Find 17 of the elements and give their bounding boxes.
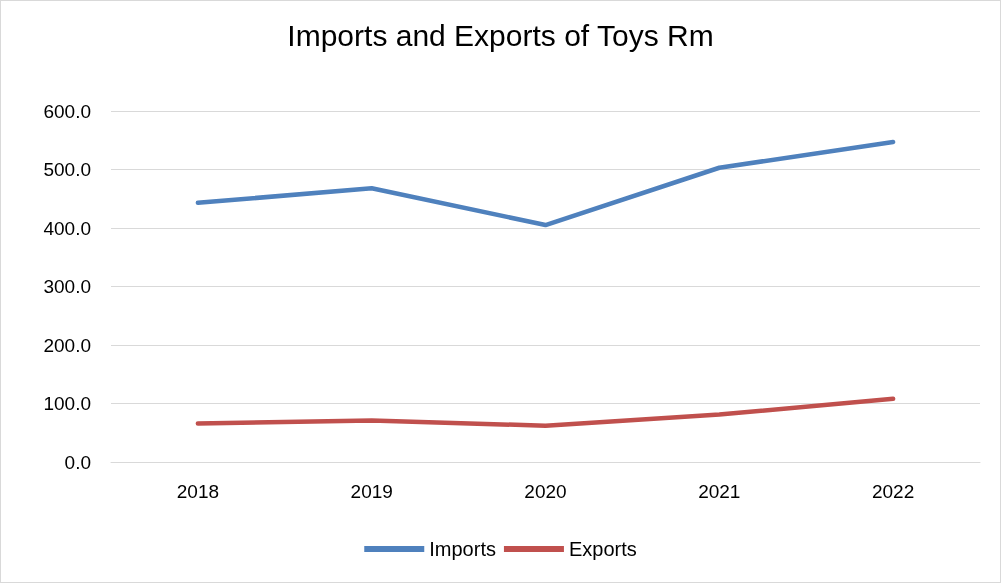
x-tick-label: 2021 (698, 481, 741, 502)
line-series (195, 396, 896, 428)
y-tick-label: 0.0 (64, 451, 91, 473)
chart-title: Imports and Exports of Toys Rm (287, 18, 714, 52)
y-tick-label: 500.0 (43, 159, 91, 180)
y-tick-label: 600.0 (43, 100, 91, 122)
legend-label: Imports (429, 538, 496, 560)
legend-label: Exports (568, 538, 637, 560)
y-tick-label: 400.0 (43, 217, 91, 239)
x-tick-label: 2022 (871, 481, 915, 502)
y-tick-label: 300.0 (43, 276, 91, 297)
y-tick-label: 100.0 (43, 393, 91, 414)
x-tick-label: 2020 (524, 481, 567, 502)
x-tick-label: 2019 (350, 481, 393, 502)
y-tick-label: 200.0 (43, 334, 91, 356)
x-tick-label: 2018 (176, 481, 220, 502)
line-series (195, 139, 896, 228)
